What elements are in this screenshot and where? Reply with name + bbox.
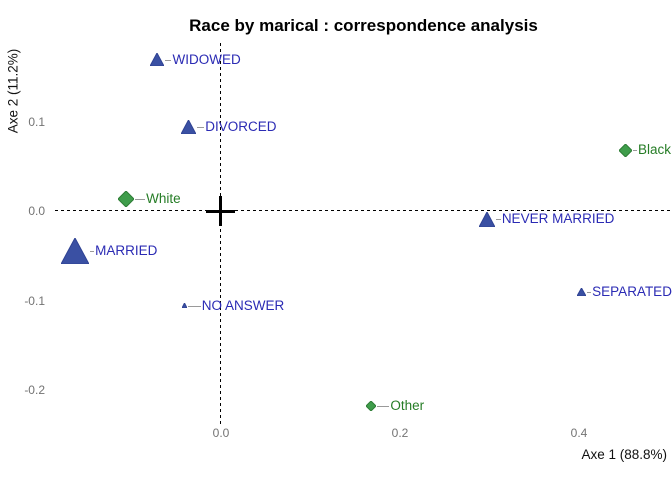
marker-diamond-white: [118, 191, 135, 208]
label-connector-separated: [587, 292, 592, 294]
point-label-widowed: WIDOWED: [172, 51, 241, 67]
marker-triangle-married: [61, 238, 90, 265]
point-label-divorced: DIVORCED: [205, 118, 277, 134]
marker-triangle-separated: [577, 288, 587, 297]
marker-triangle-never-married: [478, 211, 495, 227]
label-connector-white: [135, 199, 146, 201]
point-label-married: MARRIED: [95, 243, 158, 259]
x-tick-label-0.2: 0.2: [391, 426, 409, 440]
marker-diamond-other: [366, 401, 377, 412]
y-tick-label--0.1: -0.1: [24, 293, 45, 308]
y-tick-label-0.1: 0.1: [28, 114, 45, 129]
label-connector-widowed: [165, 59, 172, 61]
label-connector-never-married: [495, 219, 501, 221]
point-label-other: Other: [390, 398, 425, 414]
y-tick-label--0.2: -0.2: [24, 383, 45, 397]
label-connector-black: [633, 150, 638, 152]
y-tick-label-0.0: 0.0: [28, 204, 45, 218]
x-axis-label: Axe 1 (88.8%): [581, 447, 667, 462]
x-tick-label-0.0: 0.0: [212, 426, 230, 440]
origin-cross-icon: [219, 196, 222, 226]
x-tick-label-0.4: 0.4: [570, 426, 588, 440]
label-connector-married: [90, 251, 95, 253]
point-label-no-answer: NO ANSWER: [201, 297, 285, 313]
marker-triangle-no-answer: [181, 303, 187, 309]
marker-triangle-divorced: [181, 119, 197, 134]
zero-horizontal-dashed-line: [55, 210, 672, 211]
label-connector-no-answer: [187, 305, 201, 307]
zero-vertical-dashed-line: [220, 43, 221, 427]
point-label-separated: SEPARATED: [592, 284, 672, 300]
point-label-black: Black: [638, 142, 672, 158]
chart-title: Race by marical : correspondence analysi…: [189, 16, 538, 35]
marker-triangle-widowed: [150, 53, 165, 67]
label-connector-divorced: [197, 126, 205, 128]
point-label-never-married: NEVER MARRIED: [501, 211, 615, 227]
marker-diamond-black: [619, 143, 633, 157]
label-connector-other: [377, 406, 390, 408]
point-label-white: White: [146, 191, 181, 207]
